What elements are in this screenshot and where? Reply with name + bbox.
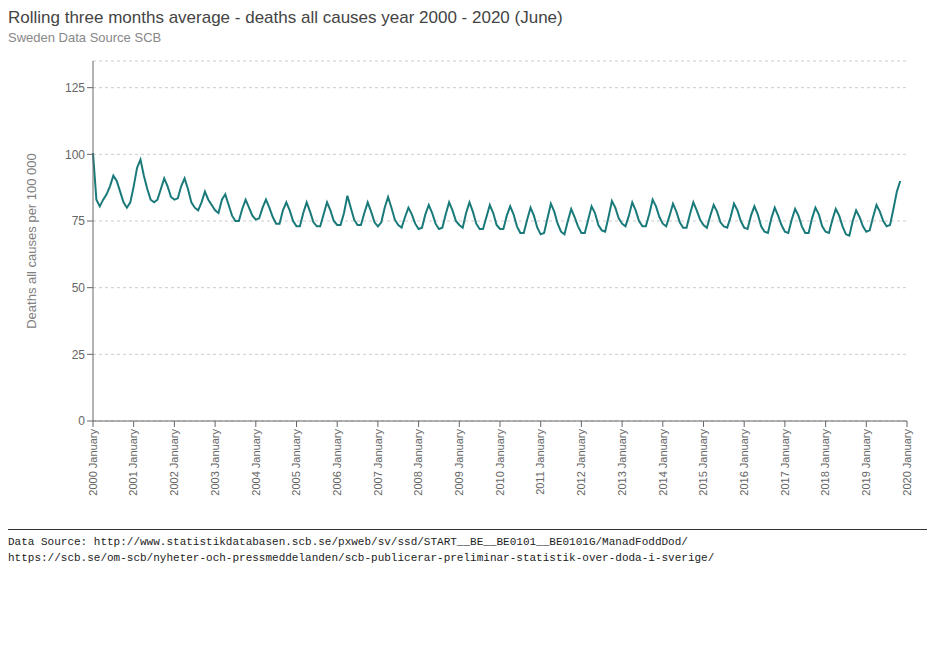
html-text:Data Source: http://www.statis: Data Source: http://www.statistikdatabas… — [8, 536, 688, 548]
svg-text:2001 January: 2001 January — [128, 429, 140, 496]
svg-text:25: 25 — [72, 348, 86, 362]
svg-text:2016 January: 2016 January — [738, 429, 750, 496]
svg-text:2011 January: 2011 January — [535, 429, 547, 495]
svg-text:2012 January: 2012 January — [575, 429, 587, 496]
html-text:Rolling three months average -: Rolling three months average - deaths al… — [8, 8, 563, 27]
svg-text:2005 January: 2005 January — [290, 429, 302, 496]
svg-text:2015 January: 2015 January — [697, 429, 709, 496]
svg-text:75: 75 — [72, 214, 86, 228]
svg-text:2014 January: 2014 January — [657, 429, 669, 496]
svg-text:2000 January: 2000 January — [87, 429, 99, 496]
svg-text:2002 January: 2002 January — [168, 429, 180, 496]
svg-text:2003 January: 2003 January — [209, 429, 221, 496]
svg-text:50: 50 — [72, 281, 86, 295]
svg-text:2013 January: 2013 January — [616, 429, 628, 496]
svg-text:2004 January: 2004 January — [250, 429, 262, 496]
svg-text:2007 January: 2007 January — [372, 429, 384, 496]
svg-text:Deaths all causes per 100 000: Deaths all causes per 100 000 — [24, 153, 39, 329]
html-text:Sweden Data Source SCB: Sweden Data Source SCB — [8, 30, 162, 45]
svg-text:2010 January: 2010 January — [494, 429, 506, 496]
svg-text:2019 January: 2019 January — [860, 429, 872, 496]
svg-text:0: 0 — [78, 414, 85, 428]
svg-text:2017 January: 2017 January — [779, 429, 791, 496]
svg-text:2020 January: 2020 January — [901, 429, 913, 496]
svg-text:125: 125 — [65, 81, 85, 95]
svg-text:100: 100 — [65, 148, 85, 162]
svg-text:2008 January: 2008 January — [412, 429, 424, 496]
svg-text:2006 January: 2006 January — [331, 429, 343, 496]
html-text:https://scb.se/om-scb/nyheter-: https://scb.se/om-scb/nyheter-och-pressm… — [8, 552, 715, 564]
svg-text:2018 January: 2018 January — [819, 429, 831, 496]
svg-text:2009 January: 2009 January — [453, 429, 465, 496]
